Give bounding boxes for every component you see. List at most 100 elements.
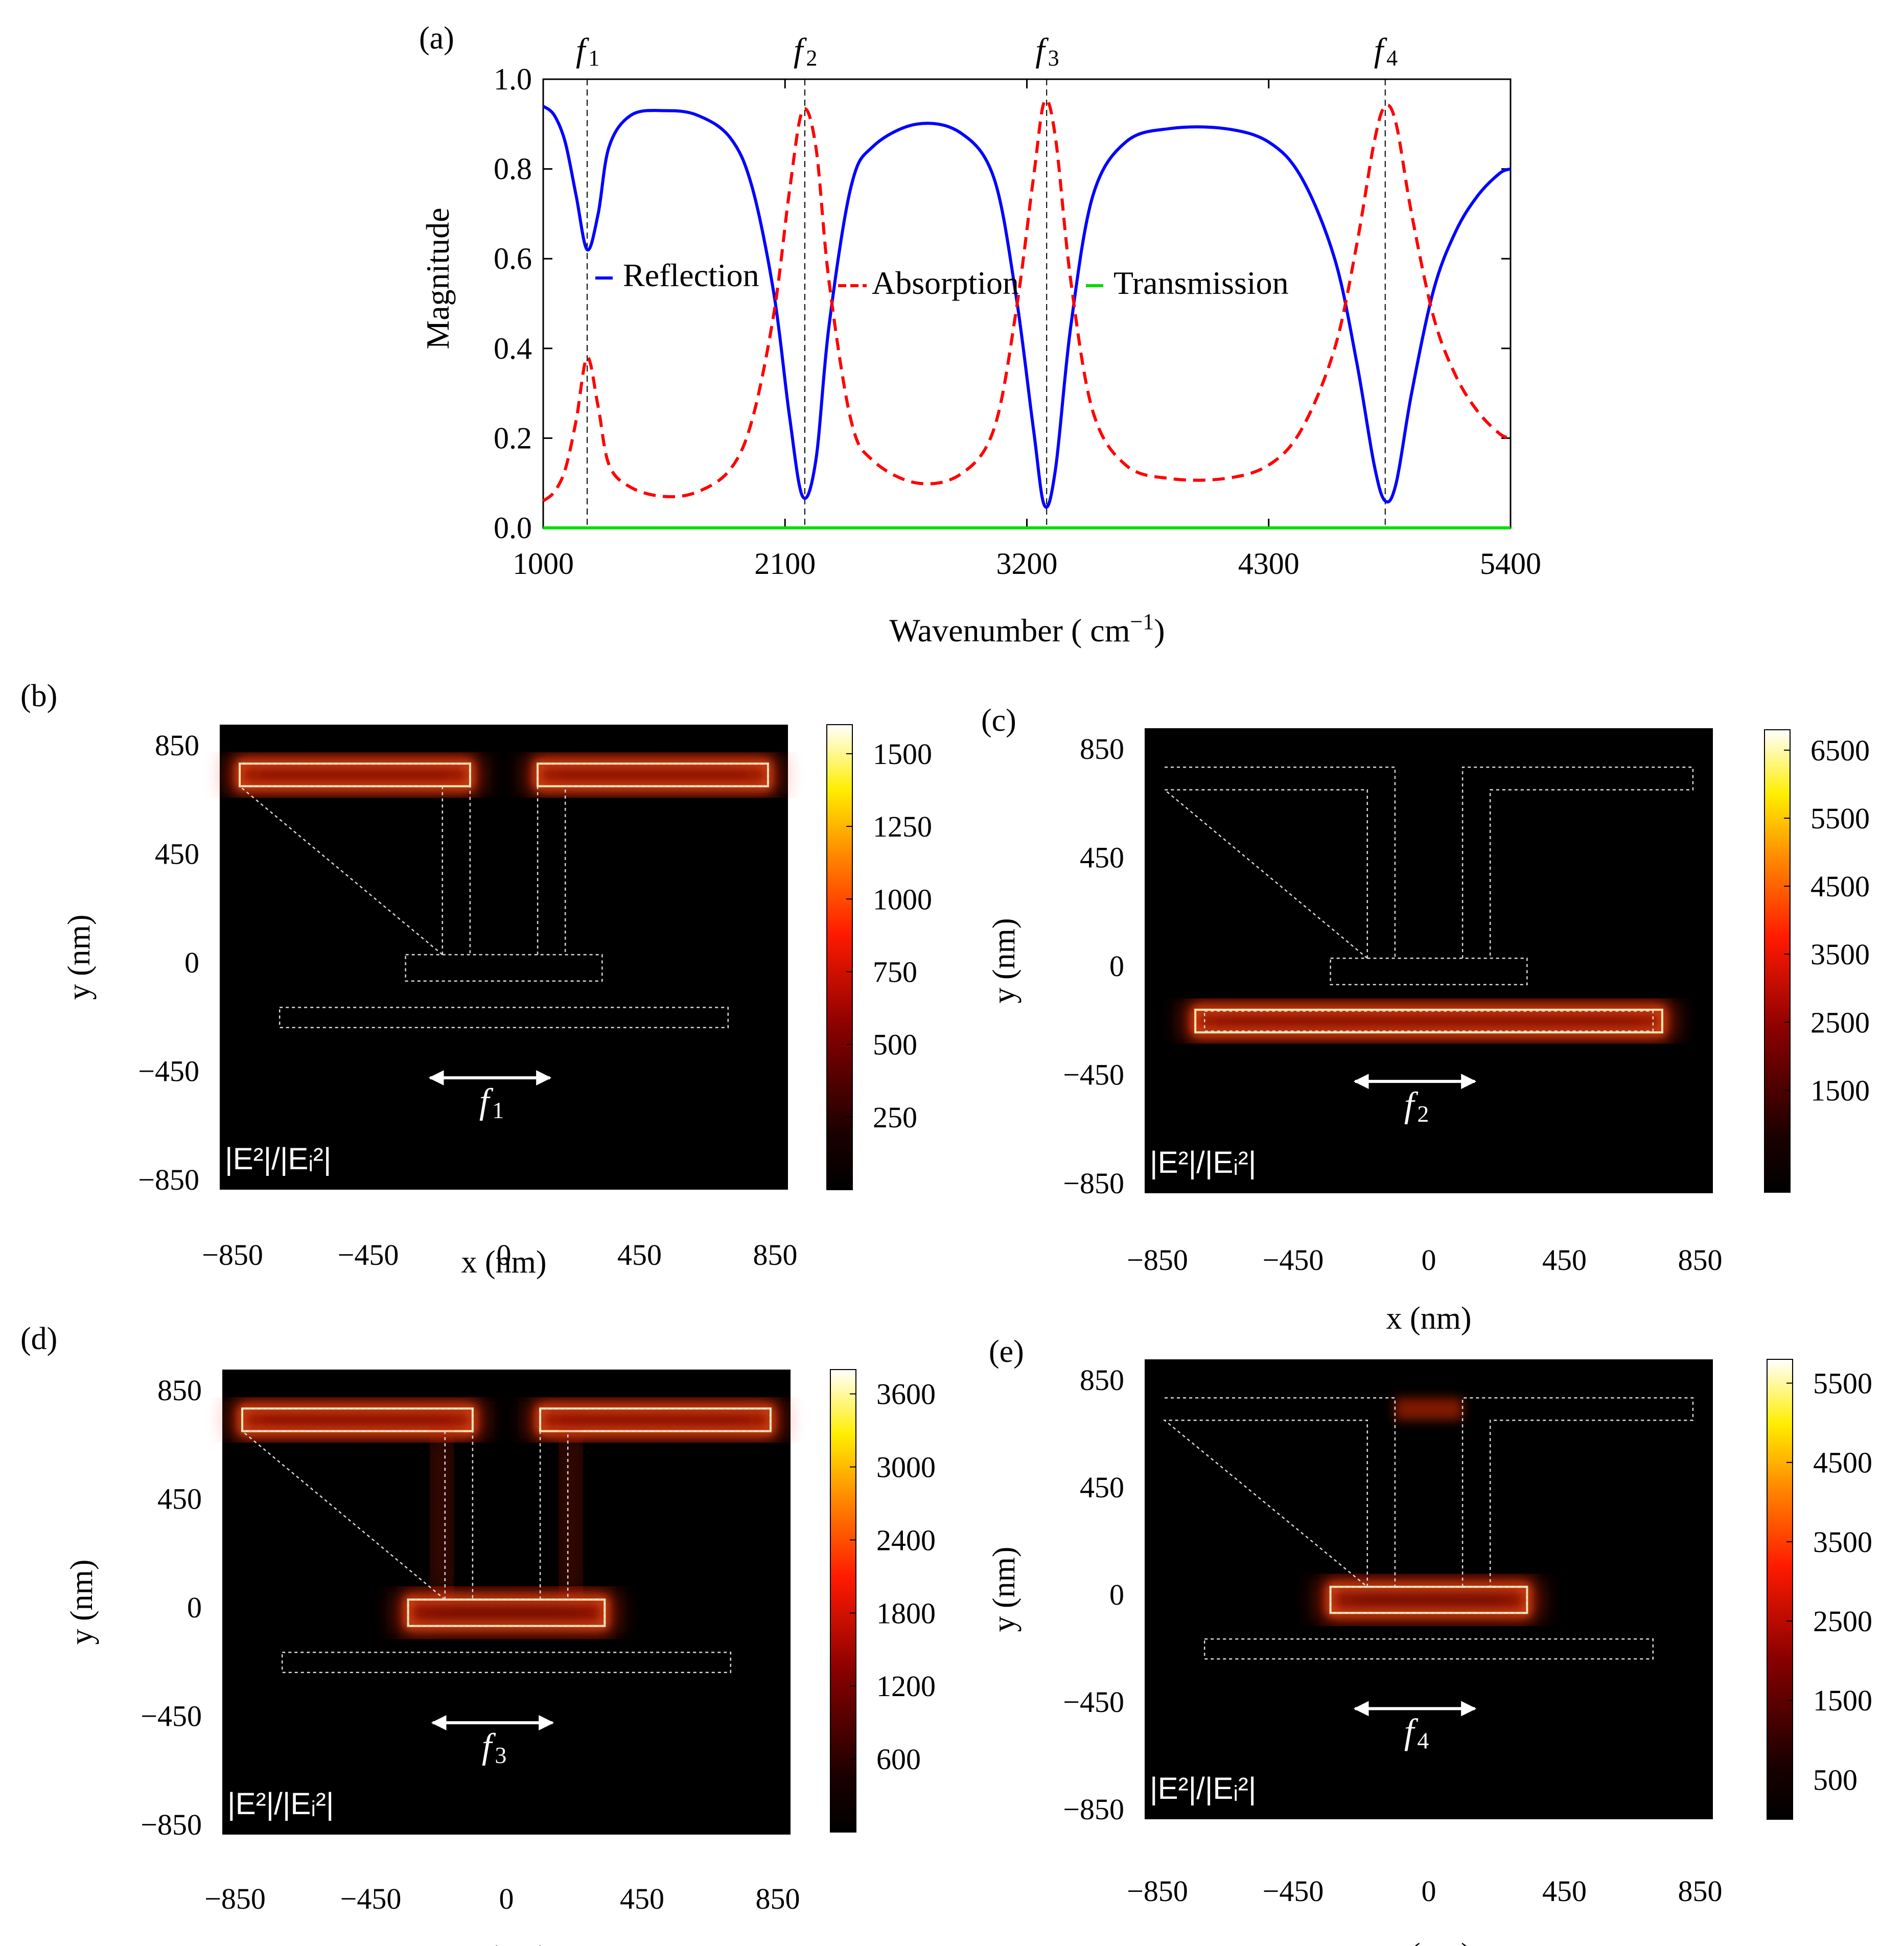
y-tick-label: −450: [1063, 1058, 1124, 1092]
y-axis-label: Magnitude: [420, 207, 456, 349]
colorbar-tick-label: 1500: [1810, 1074, 1870, 1107]
x-tick-label: 850: [1678, 1243, 1723, 1277]
x-tick-label: 0: [497, 1238, 512, 1271]
x-tick-label: 0: [1422, 1243, 1436, 1277]
heatmap-background: [1145, 728, 1713, 1193]
y-tick-label: 0.6: [494, 242, 532, 275]
x-axis-label: Wavenumber ( cm−1): [889, 609, 1165, 648]
T-resonator-outline: [1163, 766, 1694, 960]
x-tick-label: 850: [753, 1238, 798, 1271]
colorbar-tick-label: 1250: [873, 810, 932, 843]
x-tick-label: −850: [202, 1238, 263, 1271]
x-tick-label: −450: [1263, 1243, 1324, 1277]
colorbar-tick-label: 2500: [1813, 1605, 1872, 1638]
y-tick-label: 0: [184, 946, 199, 979]
x-tick-label: −450: [338, 1238, 399, 1271]
marker-label-f: f: [1035, 32, 1049, 69]
structure-outline: [1163, 1397, 1694, 1660]
bottom-bar-outline: [278, 1007, 729, 1028]
x-tick-label: 450: [617, 1238, 662, 1271]
y-axis-label: y (nm): [62, 914, 97, 1000]
y-axis-label: y (nm): [987, 1546, 1021, 1632]
x-tick-label: 5400: [1480, 547, 1541, 581]
y-tick-label: 850: [157, 1374, 202, 1407]
x-tick-label: 850: [756, 1882, 800, 1915]
frequency-label-sub: 2: [1417, 1101, 1429, 1127]
colorbar-tick-label: 2400: [876, 1523, 936, 1557]
y-tick-label: −850: [1063, 1167, 1124, 1200]
y-axis-label: y (nm): [64, 1559, 99, 1644]
x-tick-label: −450: [1263, 1874, 1324, 1908]
neck-glow: [1395, 1398, 1463, 1421]
panel-label: (c): [981, 703, 1016, 738]
legend-label-absorption: Absorption: [872, 265, 1019, 301]
frequency-label-sub: 4: [1417, 1728, 1429, 1754]
colorbar-tick-label: 1200: [876, 1670, 936, 1703]
marker-label-sub: 2: [806, 45, 817, 71]
legend-label-reflection: Reflection: [623, 257, 759, 293]
colorbar-tick-label: 600: [876, 1743, 921, 1776]
y-tick-label: 0.2: [494, 421, 532, 455]
bottom-bar-outline: [281, 1652, 732, 1673]
data-lines: [542, 98, 1512, 529]
axis-ticks: 1000 2100 3200 4300 5400 0.0 0.2 0.4 0.6 0.8 1.0: [494, 62, 1541, 581]
legend-label-transmission: Transmission: [1113, 265, 1289, 301]
marker-label-f: f: [576, 32, 589, 69]
y-tick-label: −450: [138, 1055, 199, 1088]
y-tick-label: −450: [1063, 1685, 1124, 1719]
y-tick-label: 1.0: [494, 62, 532, 96]
colorbar-tick-label: 500: [1813, 1763, 1857, 1796]
x-tick-label: −850: [204, 1882, 266, 1915]
T-resonator-outline: [238, 762, 769, 956]
stem-right-glow: [565, 1431, 577, 1597]
colorbar-tick-label: 1500: [1813, 1684, 1872, 1717]
x-tick-label: 0: [499, 1882, 514, 1915]
marker-label-sub: 4: [1386, 45, 1398, 71]
colorbar-tick-label: 1500: [873, 737, 932, 771]
x-tick-label: 0: [1422, 1874, 1436, 1908]
T-resonator-outline: [1163, 1397, 1694, 1588]
panel-label: (d): [20, 1322, 57, 1356]
y-tick-label: 850: [1080, 1363, 1124, 1397]
x-tick-label: 450: [1542, 1874, 1587, 1908]
panel-b-heatmap: (b)f 1|E²|/|Eᵢ²|−850 −450 0 450 8508504500−45…: [20, 679, 932, 1280]
x-tick-label: −850: [1127, 1243, 1188, 1277]
colorbar-tick-label: 5500: [1813, 1367, 1872, 1400]
colorbar-tick-label: 3500: [1810, 938, 1870, 971]
colorbar-tick-label: 750: [873, 955, 917, 988]
colorbar-tick-label: 6500: [1810, 734, 1870, 767]
heatmap-panels: (b)f 1|E²|/|Eᵢ²|−850 −450 0 450 8508504500−45…: [20, 679, 1872, 1946]
bottom-bar-outline: [1203, 1010, 1654, 1032]
series-absorption-line: [542, 98, 1512, 502]
x-tick-label: 1000: [513, 547, 574, 581]
x-tick-label: 850: [1678, 1874, 1723, 1908]
colorbar-tick-label: 4500: [1810, 870, 1870, 903]
field-quantity-label: |E²|/|Eᵢ²|: [1150, 1771, 1256, 1805]
structure-outline: [238, 762, 769, 1028]
colorbar-tick-label: 5500: [1810, 802, 1870, 835]
panel-label: (b): [20, 679, 57, 713]
legend: Reflection Absorption Transmission: [595, 257, 1289, 301]
foot-outline: [1330, 957, 1528, 985]
heatmap-background: [220, 725, 788, 1190]
x-axis-label: x (nm): [461, 1245, 546, 1280]
frequency-label-sub: 1: [492, 1097, 504, 1123]
field-quantity-label: |E²|/|Eᵢ²|: [225, 1142, 331, 1176]
y-tick-label: 450: [1080, 1471, 1124, 1504]
y-tick-label: 0: [1109, 1578, 1124, 1611]
x-axis-label: x (nm): [1386, 1937, 1471, 1946]
structure-outline: [1163, 766, 1694, 1032]
colorbar-tick-label: 3500: [1813, 1525, 1872, 1559]
y-tick-label: 850: [1080, 732, 1124, 766]
marker-label-sub: 3: [1048, 45, 1059, 71]
T-resonator-outline: [240, 1407, 772, 1601]
x-tick-label: −450: [340, 1882, 402, 1915]
marker-label-f: f: [794, 32, 807, 69]
colorbar-tick-label: 250: [873, 1101, 917, 1134]
colorbar: [1767, 1359, 1793, 1820]
y-tick-label: 0.0: [494, 511, 532, 545]
